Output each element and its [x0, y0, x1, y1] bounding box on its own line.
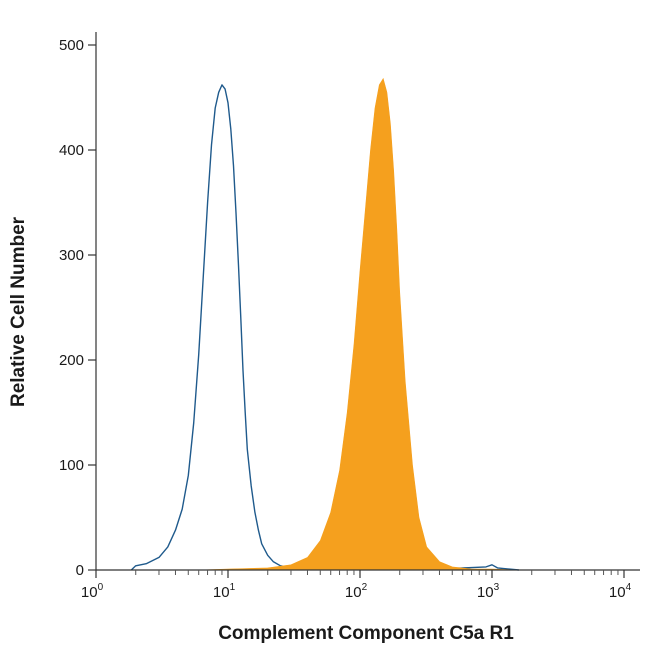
x-tick-label: 102 [345, 582, 368, 601]
y-tick-label: 200 [59, 352, 84, 369]
x-tick-label: 103 [477, 582, 500, 601]
x-axis-title: Complement Component C5a R1 [218, 623, 514, 644]
series-outline-histogram [130, 84, 519, 571]
x-tick-label: 101 [213, 582, 236, 601]
y-axis: 0 100 200 300 400 500 [59, 32, 97, 579]
x-axis: 100 101 102 103 104 [81, 569, 640, 601]
plot-area [130, 77, 519, 571]
y-tick-label: 100 [59, 457, 84, 474]
y-tick-label: 500 [59, 37, 84, 54]
y-axis-title: Relative Cell Number [8, 216, 29, 407]
x-tick-label: 100 [81, 582, 104, 601]
x-tick-label: 104 [609, 582, 632, 601]
y-tick-label: 400 [59, 142, 84, 159]
series-filled-histogram [198, 77, 516, 571]
y-tick-label: 300 [59, 247, 84, 264]
y-tick-label: 0 [76, 562, 84, 579]
